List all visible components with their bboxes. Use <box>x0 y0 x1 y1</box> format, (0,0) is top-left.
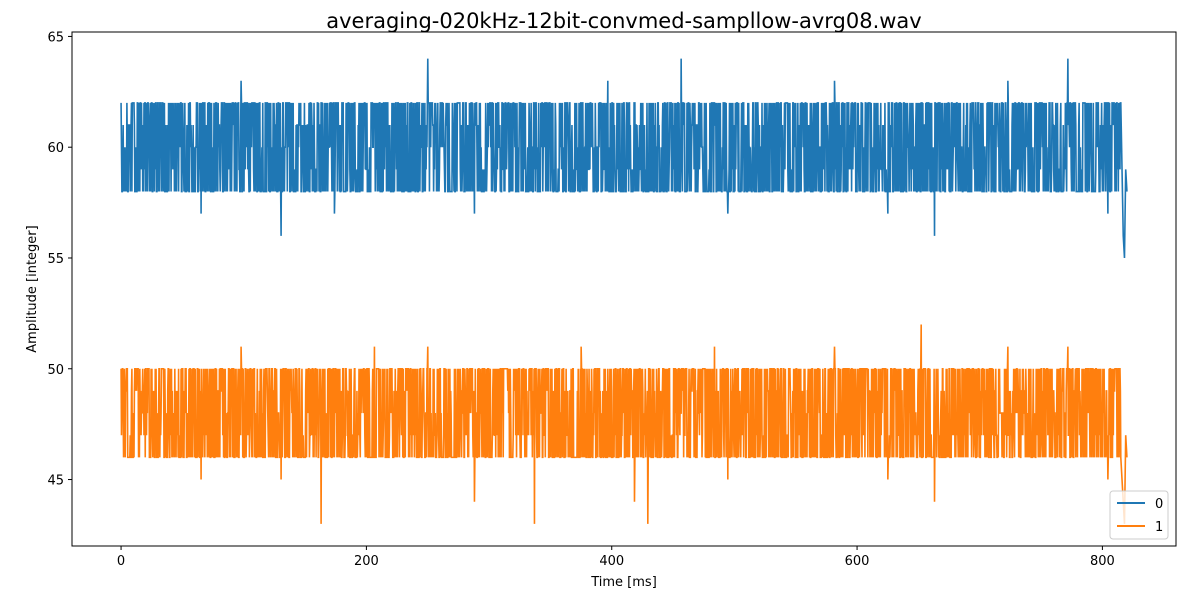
y-tick-label: 55 <box>47 252 64 267</box>
x-tick-label: 600 <box>845 554 870 569</box>
x-tick-label: 0 <box>117 554 125 569</box>
plot-frame <box>71 31 1177 547</box>
y-axis: 45 50 55 60 65 <box>47 30 72 489</box>
x-tick-label: 200 <box>354 554 379 569</box>
legend: 0 1 <box>1109 490 1169 540</box>
y-tick-label: 50 <box>47 363 64 378</box>
x-tick-label: 800 <box>1090 554 1115 569</box>
series-line-1 <box>120 324 1128 524</box>
x-axis-label: Time [ms] <box>590 575 657 590</box>
y-axis-label: Amplitude [integer] <box>25 225 40 352</box>
legend-label-1: 1 <box>1155 520 1163 535</box>
y-tick-label: 45 <box>47 474 64 489</box>
x-axis: 0 200 400 600 800 <box>117 546 1115 569</box>
series-line-0 <box>120 58 1128 259</box>
y-tick-label: 65 <box>47 30 64 45</box>
series-layer <box>120 58 1128 524</box>
legend-label-0: 0 <box>1155 497 1163 512</box>
plot-area <box>71 31 1177 547</box>
y-tick-label: 60 <box>47 141 64 156</box>
chart-title: averaging-020kHz-12bit-convmed-sampllow-… <box>326 9 921 33</box>
x-tick-label: 400 <box>599 554 624 569</box>
